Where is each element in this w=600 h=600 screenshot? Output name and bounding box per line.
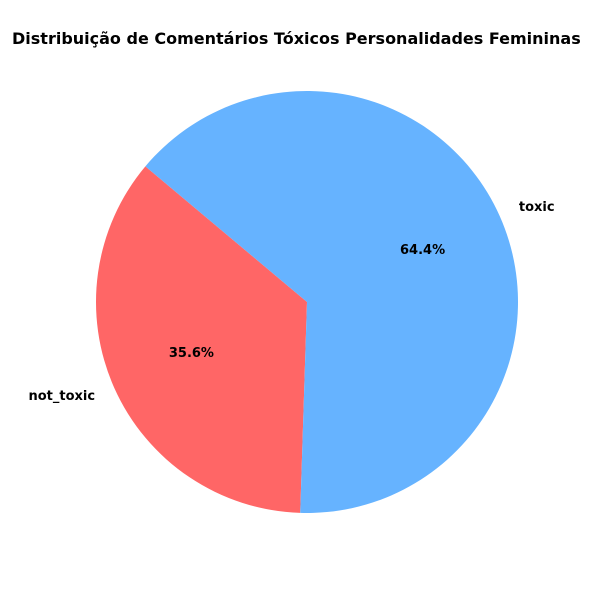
slice-label-not-toxic: not_toxic	[29, 389, 96, 404]
pie-labels: not_toxic 35.6% toxic 64.4%	[29, 200, 555, 404]
chart-title: Distribuição de Comentários Tóxicos Pers…	[12, 29, 581, 48]
slice-percent-toxic: 64.4%	[400, 243, 445, 258]
pie-slices	[95, 91, 518, 513]
pie-slice-not-toxic	[95, 166, 307, 513]
slice-label-toxic: toxic	[519, 200, 555, 215]
slice-percent-not-toxic: 35.6%	[169, 346, 214, 361]
pie-slice-toxic	[145, 91, 518, 513]
